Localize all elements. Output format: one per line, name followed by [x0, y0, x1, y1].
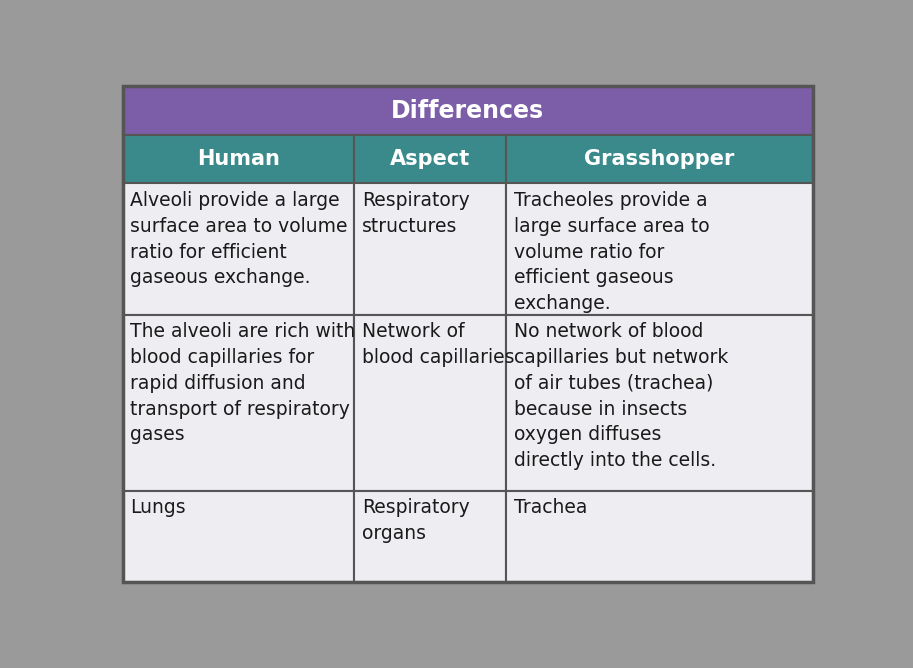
Text: Network of
blood capillaries: Network of blood capillaries — [362, 323, 514, 367]
Bar — [354, 135, 506, 184]
Text: Aspect: Aspect — [390, 149, 470, 169]
Text: Trachea: Trachea — [514, 498, 587, 517]
Bar — [506, 135, 813, 184]
Text: Respiratory
structures: Respiratory structures — [362, 191, 469, 236]
Text: No network of blood
capillaries but network
of air tubes (trachea)
because in in: No network of blood capillaries but netw… — [514, 323, 728, 470]
Bar — [122, 490, 354, 582]
Text: Lungs: Lungs — [131, 498, 186, 517]
Text: Human: Human — [197, 149, 279, 169]
Bar — [122, 135, 354, 184]
Text: Tracheoles provide a
large surface area to
volume ratio for
efficient gaseous
ex: Tracheoles provide a large surface area … — [514, 191, 709, 313]
Text: Differences: Differences — [392, 99, 544, 123]
Text: Alveoli provide a large
surface area to volume
ratio for efficient
gaseous excha: Alveoli provide a large surface area to … — [131, 191, 348, 287]
Text: Respiratory
organs: Respiratory organs — [362, 498, 469, 543]
Bar — [122, 315, 354, 490]
Bar — [122, 86, 813, 135]
Bar — [506, 490, 813, 582]
Text: Grasshopper: Grasshopper — [584, 149, 735, 169]
Bar — [506, 315, 813, 490]
Text: The alveoli are rich with
blood capillaries for
rapid diffusion and
transport of: The alveoli are rich with blood capillar… — [131, 323, 356, 444]
Bar — [354, 490, 506, 582]
Bar — [122, 184, 354, 315]
Bar — [354, 315, 506, 490]
Bar — [506, 184, 813, 315]
Bar — [354, 184, 506, 315]
